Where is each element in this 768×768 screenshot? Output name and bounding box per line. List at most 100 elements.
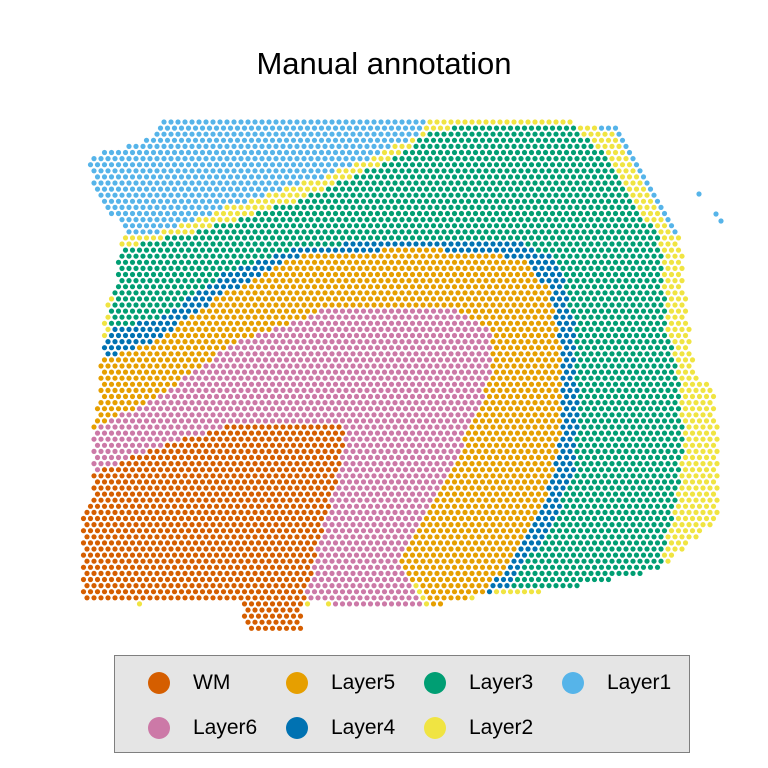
spot-layer2 xyxy=(469,119,475,125)
spot-layer6 xyxy=(308,363,314,369)
spot-layer3 xyxy=(619,198,626,204)
spot-layer5 xyxy=(528,430,535,436)
spot-layer5 xyxy=(507,271,514,278)
spot-layer5 xyxy=(504,424,510,430)
spot-layer2 xyxy=(350,168,356,174)
spot-layer5 xyxy=(535,369,542,375)
spot-layer3 xyxy=(591,320,598,326)
spot-layer3 xyxy=(647,284,654,290)
spot-layer5 xyxy=(395,247,402,253)
spot-wm xyxy=(210,448,216,454)
spot-wm xyxy=(315,436,321,442)
spot-layer3 xyxy=(640,271,647,278)
spot-layer6 xyxy=(143,442,150,448)
spot-layer4 xyxy=(182,302,188,308)
spot-layer3 xyxy=(630,436,636,442)
spot-layer6 xyxy=(367,369,374,375)
spot-layer5 xyxy=(430,284,437,290)
spot-layer3 xyxy=(409,186,416,192)
spot-layer3 xyxy=(605,418,612,424)
spot-layer3 xyxy=(584,332,591,339)
spot-layer3 xyxy=(241,247,248,253)
spot-layer1 xyxy=(308,168,314,174)
spot-layer4 xyxy=(178,308,185,314)
spot-layer5 xyxy=(280,278,286,284)
spot-layer3 xyxy=(304,198,311,204)
spot-layer4 xyxy=(119,326,125,332)
spot-layer3 xyxy=(595,461,601,467)
spot-layer3 xyxy=(259,241,265,247)
spot-layer4 xyxy=(378,241,384,247)
spot-layer6 xyxy=(420,363,426,369)
spot-layer5 xyxy=(143,393,150,400)
spot-layer5 xyxy=(427,253,433,259)
spot-layer6 xyxy=(336,387,342,393)
spot-layer3 xyxy=(458,137,465,143)
spot-layer1 xyxy=(182,192,188,198)
spot-wm xyxy=(294,424,300,430)
spot-layer2 xyxy=(644,217,650,223)
spot-layer3 xyxy=(451,137,458,143)
spot-layer5 xyxy=(525,424,531,430)
spot-layer4 xyxy=(560,473,566,479)
spot-layer6 xyxy=(395,345,402,351)
spot-layer1 xyxy=(311,149,318,156)
spot-layer5 xyxy=(164,381,171,387)
spot-wm xyxy=(189,461,195,467)
spot-layer3 xyxy=(483,168,489,174)
spot-layer3 xyxy=(640,235,647,241)
spot-layer5 xyxy=(409,296,416,302)
spot-layer5 xyxy=(224,326,230,332)
spot-layer3 xyxy=(402,149,409,156)
spot-layer5 xyxy=(525,412,531,418)
spot-layer5 xyxy=(423,271,430,278)
spot-layer2 xyxy=(353,162,360,168)
spot-layer3 xyxy=(406,180,412,186)
spot-layer3 xyxy=(637,241,643,247)
spot-layer6 xyxy=(399,473,405,479)
spot-layer5 xyxy=(402,247,409,253)
spot-layer1 xyxy=(182,119,188,125)
spot-layer6 xyxy=(182,387,188,393)
spot-layer3 xyxy=(605,430,612,436)
spot-layer3 xyxy=(623,473,629,479)
spot-layer2 xyxy=(119,241,125,247)
spot-layer3 xyxy=(567,265,573,271)
spot-layer6 xyxy=(469,387,475,393)
spot-layer6 xyxy=(406,436,412,442)
spot-wm xyxy=(325,442,332,448)
spot-layer1 xyxy=(210,156,216,162)
spot-layer1 xyxy=(308,131,314,137)
spot-layer5 xyxy=(287,302,293,308)
spot-layer6 xyxy=(203,424,209,430)
spot-layer6 xyxy=(210,412,216,418)
spot-layer6 xyxy=(399,326,405,332)
spot-layer5 xyxy=(521,357,528,363)
spot-layer6 xyxy=(350,473,356,479)
spot-wm xyxy=(259,436,265,442)
spot-layer3 xyxy=(420,180,426,186)
spot-layer3 xyxy=(329,229,335,235)
spot-layer6 xyxy=(119,412,125,418)
spot-layer1 xyxy=(150,149,157,156)
spot-layer5 xyxy=(521,320,528,326)
spot-layer6 xyxy=(420,436,426,442)
spot-layer5 xyxy=(241,320,248,326)
spot-layer3 xyxy=(360,198,367,204)
spot-layer5 xyxy=(304,259,311,265)
spot-layer6 xyxy=(350,326,356,332)
spot-layer6 xyxy=(224,412,230,418)
spot-layer3 xyxy=(595,314,601,320)
spot-layer6 xyxy=(476,400,482,406)
spot-layer6 xyxy=(399,314,405,320)
spot-layer3 xyxy=(479,149,486,156)
spot-layer3 xyxy=(465,174,472,180)
spot-layer1 xyxy=(374,125,381,131)
spot-layer5 xyxy=(504,473,510,479)
spot-layer3 xyxy=(140,314,146,320)
spot-layer6 xyxy=(416,381,423,387)
spot-layer5 xyxy=(192,332,199,339)
spot-layer6 xyxy=(469,412,475,418)
spot-layer3 xyxy=(504,131,510,137)
spot-layer4 xyxy=(504,253,510,259)
